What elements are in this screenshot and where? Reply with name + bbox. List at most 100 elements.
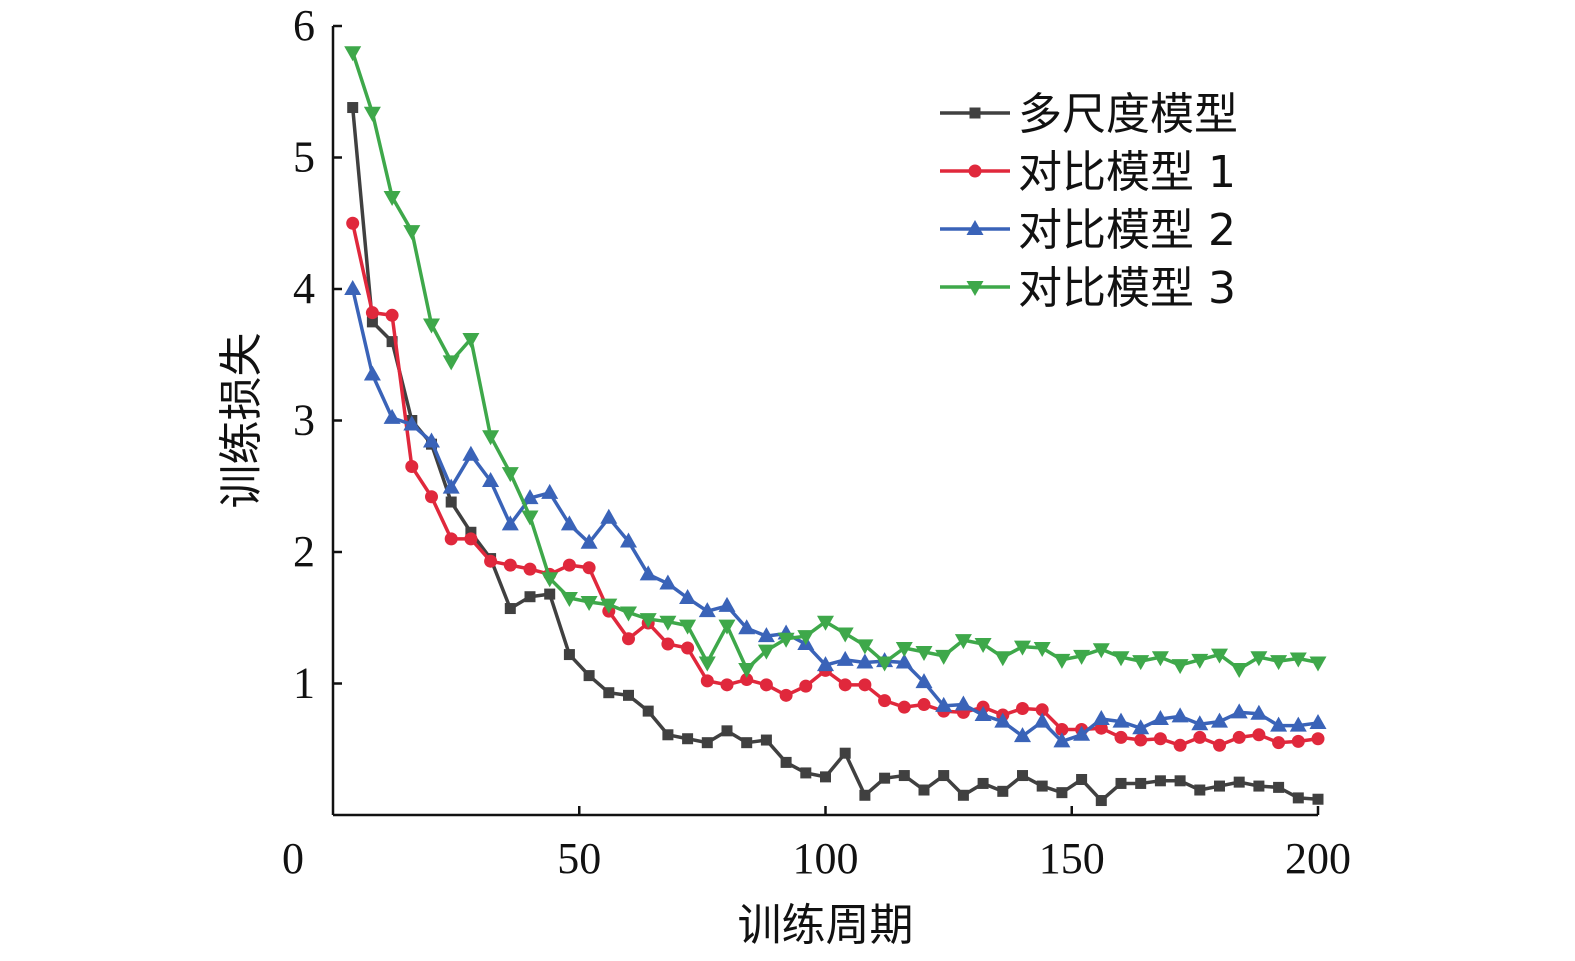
data-point bbox=[1174, 775, 1186, 787]
data-point bbox=[1289, 716, 1307, 732]
data-point bbox=[1292, 792, 1304, 804]
data-point bbox=[639, 613, 657, 629]
data-point bbox=[385, 308, 399, 322]
data-point bbox=[600, 598, 618, 614]
data-point bbox=[1114, 730, 1128, 744]
data-point bbox=[757, 644, 775, 660]
data-point bbox=[1250, 651, 1268, 667]
data-point bbox=[620, 532, 637, 548]
x-tick-label: 150 bbox=[1039, 834, 1105, 883]
data-point bbox=[1214, 780, 1225, 792]
data-point bbox=[738, 663, 756, 679]
data-point bbox=[836, 627, 854, 643]
data-point bbox=[622, 632, 635, 646]
data-point bbox=[856, 639, 874, 655]
x-axis-title: 训练周期 bbox=[738, 900, 914, 951]
data-point bbox=[1115, 777, 1127, 789]
data-point bbox=[1191, 653, 1209, 669]
data-point bbox=[698, 602, 716, 618]
data-point bbox=[682, 733, 694, 745]
data-point bbox=[974, 638, 992, 654]
data-point bbox=[639, 565, 657, 581]
data-point bbox=[1016, 701, 1029, 715]
x-tick-label: 50 bbox=[557, 834, 601, 883]
data-point bbox=[1270, 716, 1288, 732]
axes: 0 50 100 150 200 1 2 3 4 5 6 bbox=[282, 1, 1351, 883]
data-point bbox=[799, 679, 813, 693]
data-point bbox=[661, 637, 675, 651]
data-point bbox=[954, 695, 972, 711]
data-point bbox=[620, 606, 637, 622]
data-point bbox=[700, 674, 714, 688]
data-point bbox=[1055, 723, 1069, 737]
data-point bbox=[1250, 704, 1268, 720]
data-point bbox=[346, 216, 360, 230]
data-point bbox=[1033, 712, 1051, 728]
data-point bbox=[662, 729, 674, 741]
data-point bbox=[1194, 784, 1206, 796]
data-point bbox=[1112, 712, 1130, 728]
data-point bbox=[423, 318, 440, 334]
data-point bbox=[482, 471, 500, 487]
data-point bbox=[679, 589, 697, 605]
data-point bbox=[836, 650, 854, 666]
data-point bbox=[501, 467, 519, 483]
data-point bbox=[974, 706, 992, 722]
data-point bbox=[915, 673, 933, 689]
data-point bbox=[1035, 703, 1049, 717]
data-point bbox=[878, 694, 892, 708]
data-point bbox=[582, 561, 596, 575]
data-point bbox=[462, 332, 480, 348]
data-point bbox=[503, 558, 517, 572]
data-point bbox=[563, 649, 575, 661]
data-point bbox=[1053, 732, 1071, 748]
data-point bbox=[994, 651, 1012, 667]
data-point bbox=[1311, 732, 1325, 746]
data-point bbox=[759, 678, 773, 692]
data-point bbox=[423, 432, 440, 448]
data-point bbox=[800, 767, 812, 779]
x-tick-label: 200 bbox=[1285, 834, 1351, 883]
x-tick-label: 100 bbox=[793, 834, 859, 883]
data-point bbox=[1132, 655, 1150, 671]
data-point bbox=[363, 106, 381, 122]
data-point bbox=[1014, 640, 1031, 656]
data-point bbox=[442, 355, 460, 371]
data-point bbox=[817, 615, 834, 631]
series-layer bbox=[344, 46, 1327, 807]
data-point bbox=[445, 496, 457, 508]
data-point bbox=[760, 734, 772, 746]
data-point bbox=[1312, 793, 1324, 805]
data-point bbox=[858, 678, 872, 692]
legend-marker bbox=[966, 281, 984, 296]
data-point bbox=[642, 705, 654, 717]
legend-label: 多尺度模型 bbox=[1018, 89, 1238, 140]
data-point bbox=[1232, 730, 1246, 744]
data-point bbox=[560, 515, 578, 531]
data-point bbox=[1154, 775, 1166, 787]
data-point bbox=[1193, 730, 1207, 744]
data-point bbox=[1309, 713, 1327, 729]
data-point bbox=[580, 533, 598, 549]
data-point bbox=[521, 510, 539, 526]
data-point bbox=[1092, 710, 1110, 726]
data-point bbox=[1092, 643, 1110, 659]
data-point bbox=[698, 656, 716, 672]
data-point bbox=[856, 653, 874, 669]
data-point bbox=[523, 562, 537, 576]
data-point bbox=[1151, 651, 1169, 667]
data-point bbox=[1230, 663, 1248, 679]
legend-item: 对比模型 3 bbox=[940, 263, 1236, 314]
y-tick-label: 4 bbox=[293, 264, 315, 313]
data-point bbox=[386, 336, 398, 348]
data-point bbox=[1191, 715, 1209, 731]
data-point bbox=[541, 572, 559, 588]
data-point bbox=[1309, 656, 1327, 672]
data-point bbox=[935, 649, 953, 665]
data-point bbox=[1135, 777, 1147, 789]
y-tick-label: 2 bbox=[293, 527, 315, 576]
data-point bbox=[1134, 733, 1148, 747]
data-point bbox=[780, 756, 792, 768]
